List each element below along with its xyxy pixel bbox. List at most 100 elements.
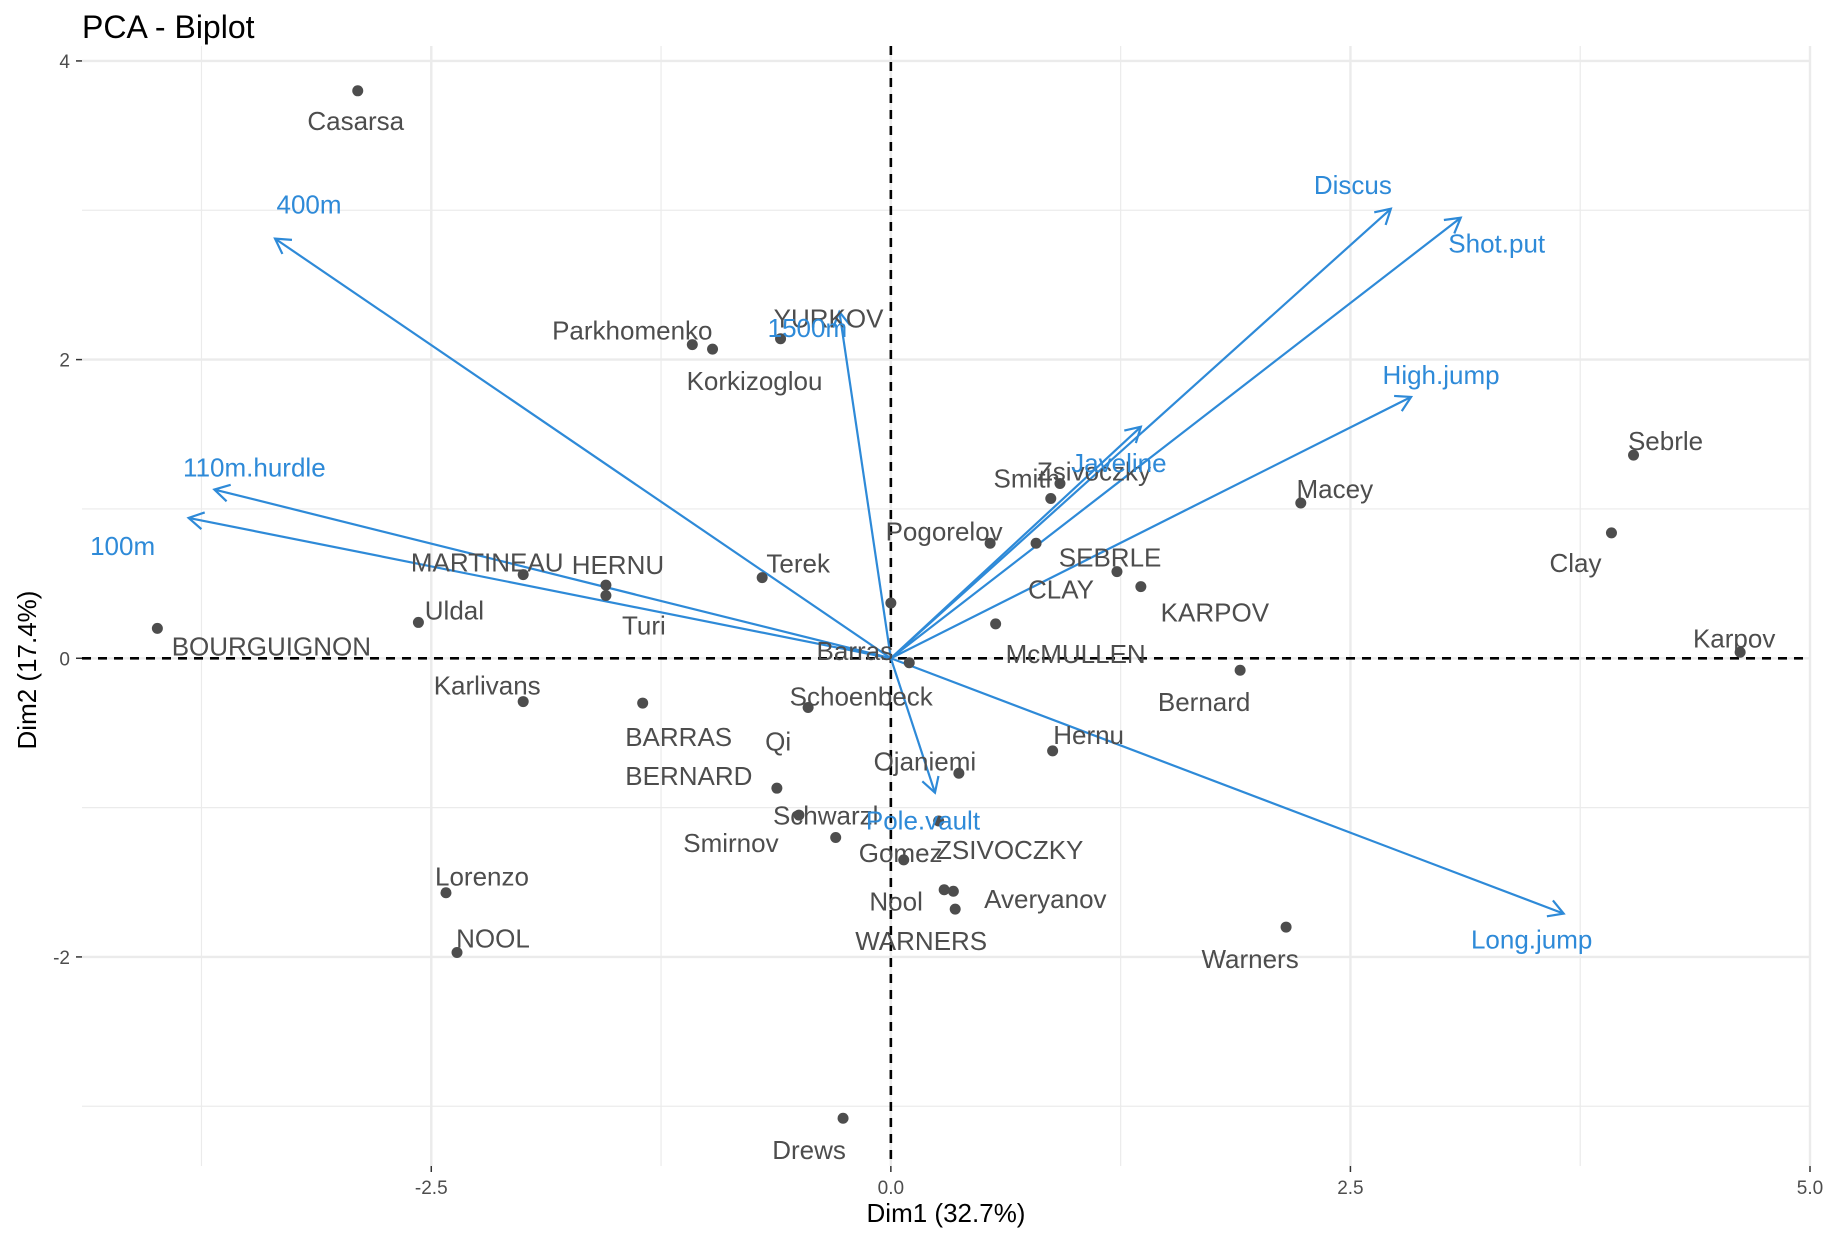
individual-point: [1047, 745, 1059, 757]
individual-point: [990, 618, 1002, 630]
individual-label: BOURGUIGNON: [172, 631, 371, 661]
individual-point: [771, 782, 783, 794]
variable-arrows: [186, 207, 1566, 918]
individual-label: Bernard: [1158, 687, 1251, 717]
individual-point: [938, 884, 950, 896]
variable-arrowhead: [1546, 899, 1566, 918]
variable-arrowhead: [1374, 207, 1393, 226]
individual-point: [933, 815, 945, 827]
individual-point: [352, 85, 364, 97]
individual-point: [802, 702, 814, 714]
variable-label: Discus: [1314, 170, 1392, 200]
individual-point: [1054, 478, 1066, 490]
y-tick-label: 0: [59, 649, 70, 670]
individual-label: Sebrle: [1628, 426, 1703, 456]
variable-arrow: [890, 216, 1462, 660]
variable-arrow: [838, 311, 892, 659]
individual-label: Smith: [994, 463, 1060, 493]
variable-arrowhead: [1124, 425, 1143, 444]
individual-label: Qi: [765, 727, 791, 757]
individual-point: [903, 657, 915, 669]
individual-point: [707, 343, 719, 355]
individual-label: Macey: [1297, 474, 1374, 504]
individual-point: [637, 697, 649, 709]
variable-label: Javeline: [1071, 448, 1166, 478]
individual-point: [600, 579, 612, 591]
individual-point: [412, 616, 424, 628]
individual-point: [898, 854, 910, 866]
individual-point: [1111, 566, 1123, 578]
variable-label: Long.jump: [1471, 925, 1592, 955]
individual-point: [1234, 664, 1246, 676]
individual-label: Schoenbeck: [790, 682, 934, 712]
individual-label: SEBRLE: [1059, 542, 1162, 572]
variable-arrow: [889, 657, 937, 794]
individual-point: [517, 696, 529, 708]
individual-label: Schwarzl: [773, 800, 878, 830]
individual-label: Karpov: [1693, 623, 1775, 653]
individual-label: Nool: [869, 887, 922, 917]
variable-arrow: [214, 488, 892, 660]
y-tick-label: 4: [59, 52, 70, 73]
individual-point: [837, 1112, 849, 1124]
individual-label: Clay: [1549, 548, 1601, 578]
minor-grid: [82, 46, 1810, 1166]
individual-label: HERNU: [572, 550, 664, 580]
variable-label: 100m: [90, 531, 155, 561]
variable-arrowhead: [273, 237, 293, 255]
individual-point: [793, 809, 805, 821]
variable-label: 1500m: [768, 313, 848, 343]
individual-point: [1030, 537, 1042, 549]
variable-label: Pole.vault: [866, 806, 981, 836]
individual-label: WARNERS: [855, 926, 987, 956]
y-tick-label: -2: [53, 948, 70, 969]
individual-point: [830, 831, 842, 843]
individual-label: Gomez: [859, 838, 943, 868]
individual-label: Parkhomenko: [552, 316, 712, 346]
individual-label: McMULLEN: [1006, 639, 1146, 669]
individual-label: Turi: [622, 611, 666, 641]
individual-label: Lorenzo: [435, 862, 529, 892]
individual-label: KARPOV: [1161, 598, 1270, 628]
individual-label: ZSIVOCZKY: [936, 835, 1083, 865]
individual-points: [151, 85, 1746, 1124]
individual-label: YURKOV: [774, 304, 884, 334]
variable-arrowhead: [212, 483, 232, 503]
individual-point: [984, 537, 996, 549]
individual-point: [947, 885, 959, 897]
variable-arrow: [890, 425, 1142, 660]
axes: -2.5 0.0 2.5 5.0 -2 0 2 4: [53, 52, 1823, 1199]
individual-label: Uldal: [425, 595, 484, 625]
variable-arrowhead: [1443, 216, 1463, 234]
individual-labels: Casarsa Parkhomenko Korkizoglou YURKOV Zsivo…: [172, 106, 1776, 1165]
individual-point: [451, 946, 463, 958]
variable-label: 400m: [276, 190, 341, 220]
individual-label: Korkizoglou: [687, 366, 823, 396]
y-tick-label: 2: [59, 351, 70, 372]
x-tick-label: 0.0: [878, 1178, 904, 1199]
individual-label: Terek: [766, 549, 831, 579]
individual-label: Smirnov: [683, 828, 778, 858]
individual-point: [756, 572, 768, 584]
x-tick-label: -2.5: [415, 1178, 448, 1199]
individual-label: Pogorelov: [886, 516, 1003, 546]
individual-point: [1734, 646, 1746, 658]
individual-label: Averyanov: [984, 884, 1106, 914]
variable-arrowhead: [1394, 394, 1414, 412]
x-tick-label: 2.5: [1337, 1178, 1363, 1199]
individual-label: BARRAS: [625, 722, 732, 752]
individual-point: [151, 622, 163, 634]
y-axis-title: Dim2 (17.4%): [12, 591, 42, 750]
variable-arrow: [274, 237, 892, 660]
individual-label: Warners: [1201, 944, 1298, 974]
individual-point: [440, 887, 452, 899]
individual-point: [1045, 492, 1057, 504]
individual-point: [885, 597, 897, 609]
individual-point: [1605, 527, 1617, 539]
individual-label: Karlivans: [434, 671, 541, 701]
variable-arrow: [890, 395, 1412, 660]
individual-label: CLAY: [1028, 575, 1094, 605]
variable-label: High.jump: [1383, 360, 1500, 390]
variable-label: Shot.put: [1448, 229, 1546, 259]
